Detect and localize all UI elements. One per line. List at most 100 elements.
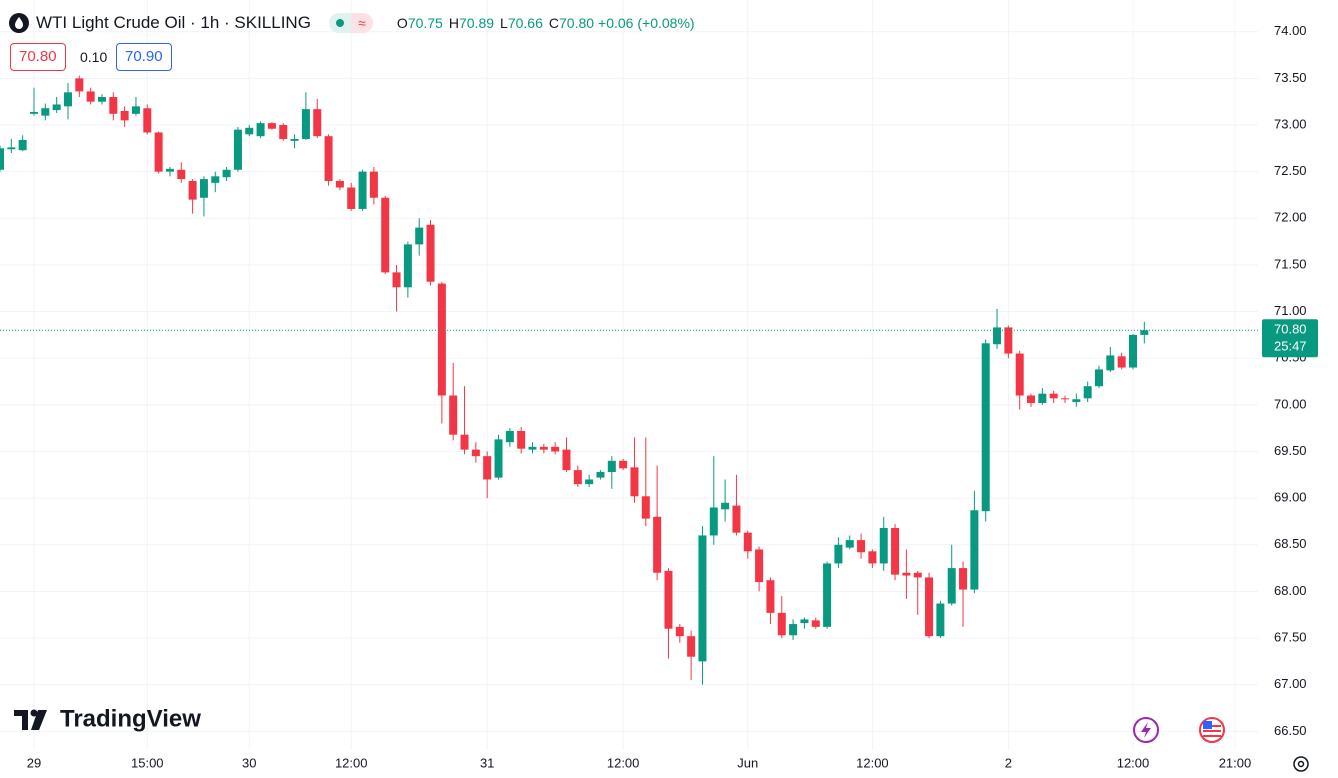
- candle-body: [970, 510, 979, 590]
- candle-body: [1015, 353, 1024, 396]
- candle-body: [811, 620, 820, 627]
- candle-body: [143, 108, 152, 133]
- x-tick-label: 12:00: [335, 755, 368, 770]
- candle-body: [641, 496, 650, 519]
- header: WTI Light Crude Oil · 1h · SKILLING ≈ O7…: [8, 12, 695, 34]
- candle-body: [256, 123, 265, 137]
- candle-body: [698, 535, 707, 662]
- candle-body: [86, 91, 95, 102]
- candle-body: [1117, 356, 1126, 368]
- candle-body: [902, 572, 911, 576]
- candle-body: [75, 78, 84, 92]
- candle-body: [993, 327, 1002, 345]
- y-tick-label: 74.00: [1274, 23, 1307, 38]
- icon-settings[interactable]: [1293, 756, 1309, 772]
- candle-body: [7, 147, 16, 150]
- legend-value: 70.80: [559, 15, 595, 31]
- legend-label: C: [548, 15, 559, 31]
- candle-body: [426, 224, 435, 282]
- candle-body: [1038, 393, 1047, 403]
- candle-body: [279, 125, 288, 139]
- candle-body: [800, 619, 809, 624]
- sell-button[interactable]: 70.80: [10, 43, 66, 71]
- candle-body: [959, 568, 968, 590]
- candle-body: [845, 540, 854, 548]
- candle-body: [483, 456, 492, 480]
- candle-body: [471, 449, 480, 457]
- y-tick-label: 68.00: [1274, 583, 1307, 598]
- y-tick-label: 69.50: [1274, 443, 1307, 458]
- candle-body: [1072, 399, 1081, 403]
- candle-body: [301, 109, 310, 139]
- candle-body: [109, 97, 118, 114]
- candle-body: [913, 572, 922, 578]
- candle-body: [131, 106, 140, 114]
- candle-body: [97, 97, 106, 102]
- icon-flag[interactable]: [1199, 717, 1225, 743]
- candle-body: [415, 227, 424, 245]
- change: +0.06 (+0.08%): [598, 15, 695, 31]
- y-tick-label: 70.00: [1274, 396, 1307, 411]
- symbol-title: WTI Light Crude Oil · 1h · SKILLING: [36, 13, 311, 32]
- y-tick-label: 66.50: [1274, 723, 1307, 738]
- last-price-tag: [1262, 319, 1318, 358]
- legend-value: 70.89: [458, 15, 495, 31]
- legend-value: 70.75: [407, 15, 443, 31]
- candle-body: [1128, 334, 1137, 368]
- y-tick-label: 73.50: [1274, 70, 1307, 85]
- candle-body: [494, 439, 503, 478]
- candle-body: [154, 132, 163, 172]
- candle-body: [528, 446, 537, 450]
- candle-body: [120, 111, 129, 121]
- candle-body: [619, 460, 628, 469]
- candle-body: [732, 505, 741, 533]
- x-tick-label: 21:00: [1219, 755, 1252, 770]
- candle-body: [358, 171, 367, 209]
- candle-body: [1140, 330, 1149, 335]
- axes: 66.50 67.00 67.50 68.00 68.50 69.00 69.50 70.00…: [27, 23, 1318, 770]
- candle-body: [233, 129, 242, 170]
- y-tick-label: 71.50: [1274, 256, 1307, 271]
- status-pill: ≈: [328, 13, 373, 33]
- candle-body: [947, 568, 956, 604]
- grid: [0, 0, 1258, 750]
- candle-body: [313, 109, 322, 137]
- candle-body: [1083, 386, 1092, 399]
- logo-text: TradingView: [60, 705, 201, 732]
- candle-body: [823, 563, 832, 627]
- last-price-label: 70.80: [1274, 322, 1307, 337]
- buy-button[interactable]: 70.90: [116, 43, 172, 71]
- candle-body: [199, 179, 208, 198]
- candle-body: [290, 138, 299, 141]
- candle-body: [222, 169, 231, 178]
- x-tick-label: 31: [480, 755, 494, 770]
- candle-body: [267, 123, 276, 129]
- y-tick-label: 67.50: [1274, 629, 1307, 644]
- candle-body: [335, 180, 344, 188]
- x-tick-label: 30: [242, 755, 256, 770]
- legend-label: H: [448, 15, 459, 31]
- candle-body: [29, 111, 38, 114]
- y-tick-label: 73.00: [1274, 116, 1307, 131]
- candle-body: [369, 171, 378, 198]
- candle-body: [789, 624, 798, 636]
- candle-body: [63, 92, 72, 107]
- candle-body: [211, 176, 220, 183]
- candle-body: [505, 430, 514, 443]
- x-tick-label: 15:00: [131, 755, 164, 770]
- candle-body: [721, 502, 730, 510]
- candle-body: [1004, 327, 1013, 354]
- candle-body: [1095, 369, 1104, 387]
- candle-body: [1106, 355, 1115, 371]
- candle-body: [437, 283, 446, 396]
- icon-lightning[interactable]: [1133, 717, 1159, 743]
- candle-body: [755, 549, 764, 583]
- candle-body: [743, 532, 752, 552]
- x-tick-label: 29: [27, 755, 41, 770]
- candle-body: [18, 139, 27, 151]
- candle-body: [664, 570, 673, 629]
- candle-body: [675, 626, 684, 637]
- symbol-icon: [9, 13, 29, 33]
- spread: 0.10: [80, 49, 108, 65]
- candle-body: [630, 467, 639, 497]
